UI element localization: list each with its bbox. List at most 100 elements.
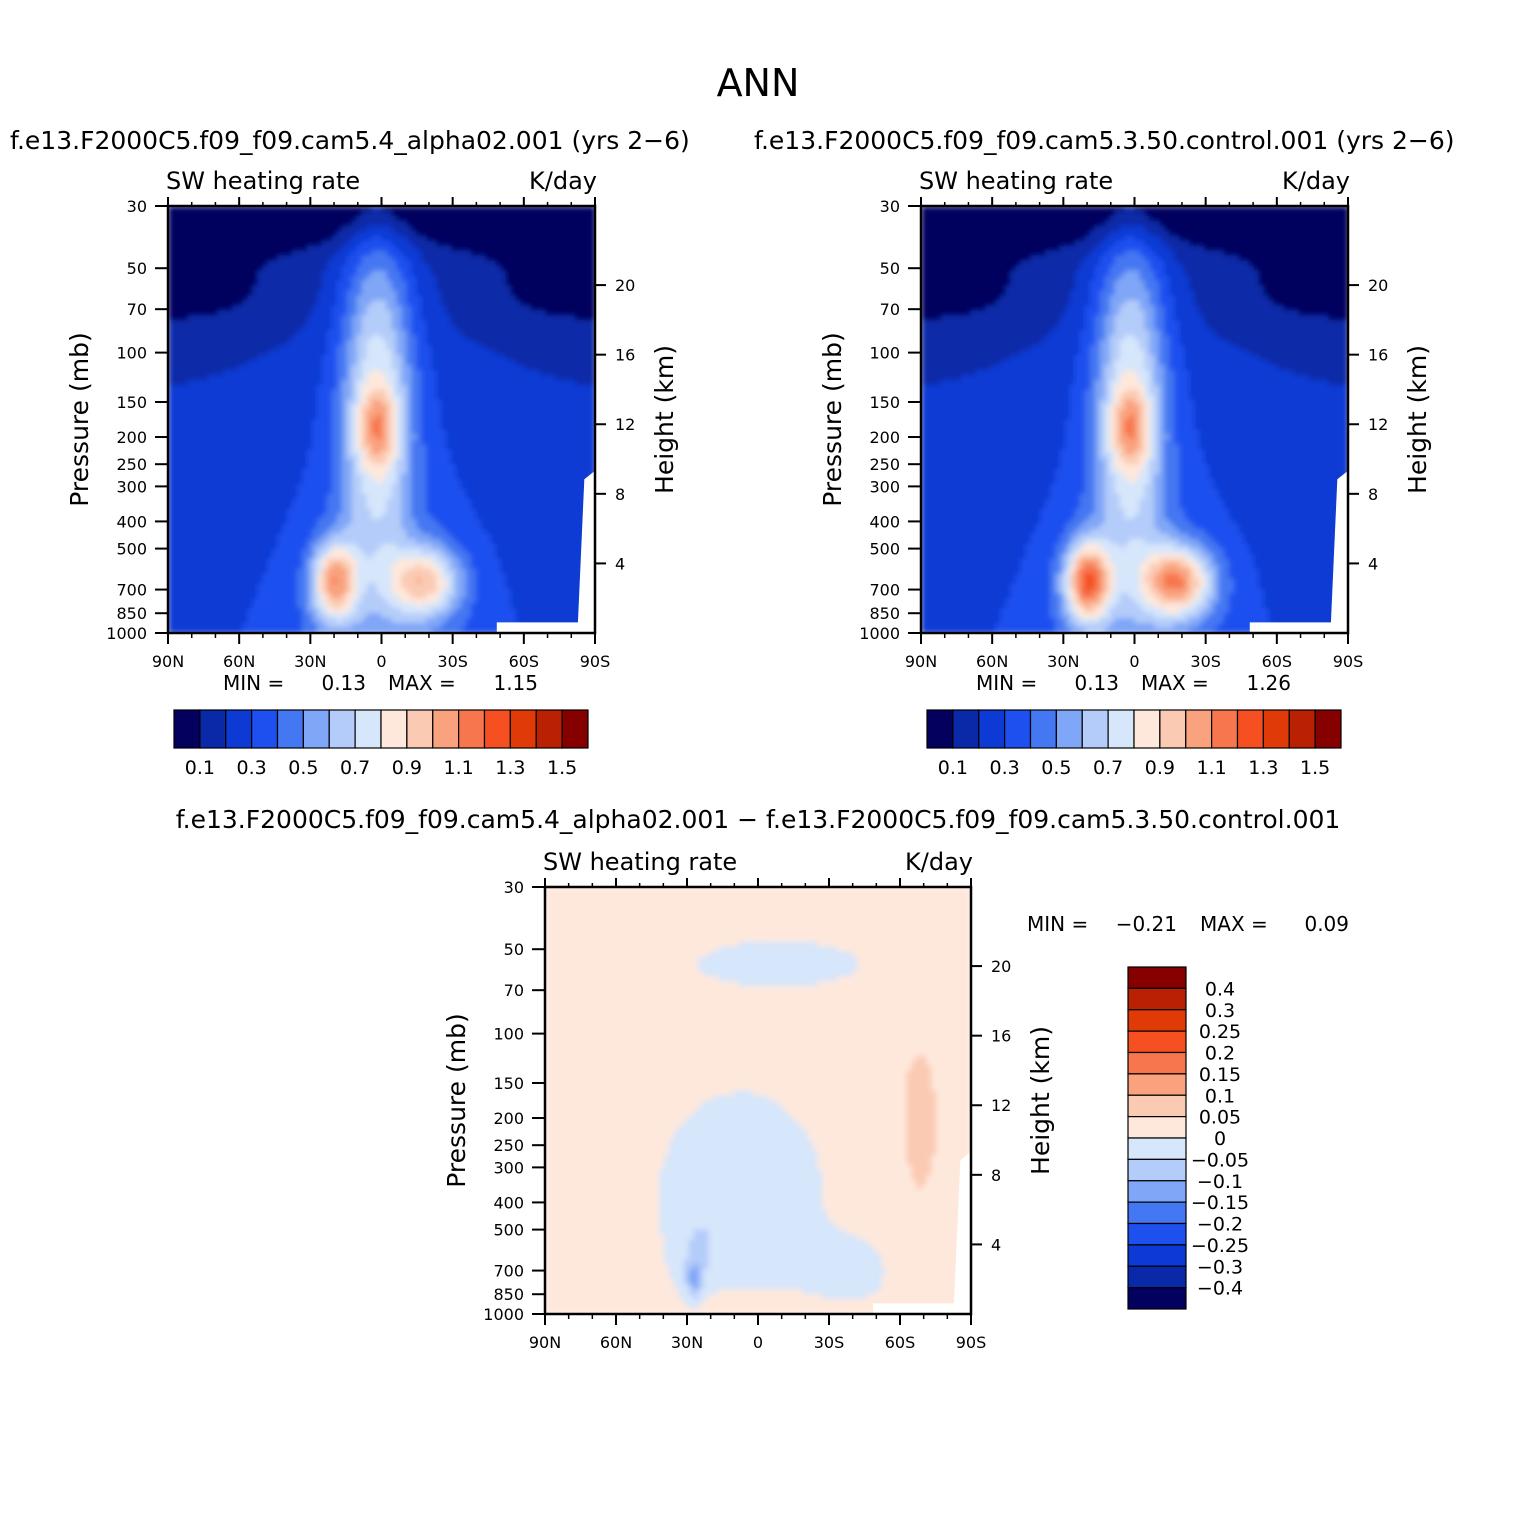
colorbar-box — [1127, 966, 1187, 989]
colorbar-box — [1127, 1222, 1187, 1246]
contour-field — [545, 887, 971, 1314]
panel-difference: 90N 60N 30N 0 30S 60S 90S305070100150200250300… — [442, 848, 1349, 1352]
colorbar-label: 0.7 — [1093, 757, 1123, 779]
min-label: MIN = — [976, 671, 1037, 695]
colorbar-label: 0.15 — [1199, 1064, 1241, 1086]
colorbar-label: −0.05 — [1191, 1149, 1249, 1171]
pressure-tick-label: 150 — [869, 393, 900, 412]
pressure-tick-label: 700 — [869, 581, 900, 600]
min-label: MIN = — [223, 671, 284, 695]
x-tick-label: 90S — [580, 652, 611, 671]
height-tick-label: 12 — [615, 415, 635, 434]
colorbar-alpha02: 0.1 0.3 0.5 0.7 0.9 1.1 1.3 1.5 — [173, 709, 589, 779]
pressure-tick-label: 1000 — [106, 624, 147, 643]
pressure-tick-label: 850 — [493, 1285, 524, 1304]
contour-field — [921, 206, 1348, 633]
colorbar-box — [1133, 709, 1161, 749]
x-tick-label: 30N — [294, 652, 326, 671]
pressure-tick-label: 50 — [504, 940, 524, 959]
missing-data-region — [873, 1151, 971, 1314]
colorbar-box — [1211, 709, 1239, 749]
x-tick-label: 30S — [1190, 652, 1221, 671]
pressure-tick-label: 500 — [493, 1221, 524, 1240]
colorbar-box — [1127, 1009, 1187, 1032]
x-tick-label: 60S — [509, 652, 540, 671]
x-tick-label: 0 — [753, 1333, 763, 1352]
pressure-tick-label: 250 — [493, 1136, 524, 1155]
max-value: 1.15 — [493, 671, 538, 695]
pressure-tick-label: 30 — [127, 197, 147, 216]
pressure-tick-label: 300 — [869, 477, 900, 496]
pressure-tick-label: 500 — [869, 540, 900, 559]
colorbar-box — [1055, 709, 1083, 749]
colorbar-box — [199, 709, 227, 749]
colorbar-box — [1127, 1287, 1187, 1310]
colorbar-control: 0.1 0.3 0.5 0.7 0.9 1.1 1.3 1.5 — [926, 709, 1342, 779]
height-tick-label: 20 — [615, 276, 635, 295]
colorbar-box — [1185, 709, 1213, 749]
colorbar-box — [1127, 1116, 1187, 1139]
colorbar-label: 0.05 — [1199, 1107, 1241, 1129]
x-tick-label: 90S — [1333, 652, 1364, 671]
colorbar-box — [535, 709, 563, 749]
colorbar-box — [225, 709, 253, 749]
colorbar-label: 0.1 — [1205, 1085, 1235, 1107]
x-tick-label: 60N — [223, 652, 255, 671]
colorbar-box — [1081, 709, 1109, 749]
missing-data-region — [496, 470, 595, 633]
pressure-tick-label: 250 — [869, 455, 900, 474]
pressure-tick-label: 400 — [493, 1193, 524, 1212]
colorbar-difference: 0.40.30.250.20.150.10.050−0.05−0.1−0.15−… — [1127, 966, 1249, 1310]
colorbar-box — [1262, 709, 1290, 749]
pressure-tick-label: 70 — [880, 300, 900, 319]
min-value: 0.13 — [321, 671, 366, 695]
colorbar-label: −0.15 — [1191, 1192, 1249, 1214]
y-axis-label: Pressure (mb) — [818, 332, 847, 506]
colorbar-label: −0.1 — [1197, 1171, 1243, 1193]
colorbar-label: 0.5 — [288, 757, 318, 779]
colorbar-box — [173, 709, 201, 749]
colorbar-label: 1.3 — [1248, 757, 1278, 779]
max-value: 0.09 — [1304, 912, 1349, 936]
colorbar-box — [952, 709, 980, 749]
units-label: K/day — [905, 848, 973, 876]
pressure-tick-label: 200 — [493, 1109, 524, 1128]
colorbar-box — [1029, 709, 1057, 749]
colorbar-box — [302, 709, 330, 749]
height-tick-label: 20 — [991, 957, 1011, 976]
x-tick-label: 60S — [885, 1333, 916, 1352]
colorbar-box — [483, 709, 511, 749]
colorbar-box — [1107, 709, 1135, 749]
height-tick-label: 16 — [615, 346, 635, 365]
colorbar-label: 1.1 — [444, 757, 474, 779]
x-tick-label: 60N — [976, 652, 1008, 671]
pressure-tick-label: 400 — [116, 512, 147, 531]
x-tick-label: 90N — [152, 652, 184, 671]
panel2-run-title: f.e13.F2000C5.f09_f09.cam5.3.50.control.… — [754, 126, 1455, 155]
missing-data-region — [1249, 470, 1348, 633]
x-tick-label: 30S — [814, 1333, 845, 1352]
pressure-tick-label: 300 — [116, 477, 147, 496]
panel-alpha02: 90N 60N 30N 0 30S 60S 90S 30 50 70 100 150 200 250 300… — [65, 167, 679, 695]
x-tick-label: 90S — [956, 1333, 987, 1352]
colorbar-box — [1236, 709, 1264, 749]
height-tick-label: 16 — [991, 1027, 1011, 1046]
colorbar-label: 0.5 — [1041, 757, 1071, 779]
x-tick-label: 60S — [1262, 652, 1293, 671]
colorbar-box — [406, 709, 434, 749]
pressure-tick-label: 700 — [493, 1262, 524, 1281]
pressure-tick-label: 500 — [116, 540, 147, 559]
height-tick-label: 20 — [1368, 276, 1388, 295]
colorbar-box — [1127, 1180, 1187, 1203]
min-value: −0.21 — [1116, 912, 1177, 936]
pressure-tick-label: 30 — [880, 197, 900, 216]
pressure-tick-label: 100 — [869, 344, 900, 363]
colorbar-box — [561, 709, 589, 749]
pressure-tick-label: 700 — [116, 581, 147, 600]
colorbar-label: 0.9 — [1145, 757, 1175, 779]
x-tick-label: 30S — [437, 652, 468, 671]
colorbar-box — [926, 709, 954, 749]
max-label: MAX = — [1141, 671, 1209, 695]
x-tick-label: 0 — [1129, 652, 1139, 671]
